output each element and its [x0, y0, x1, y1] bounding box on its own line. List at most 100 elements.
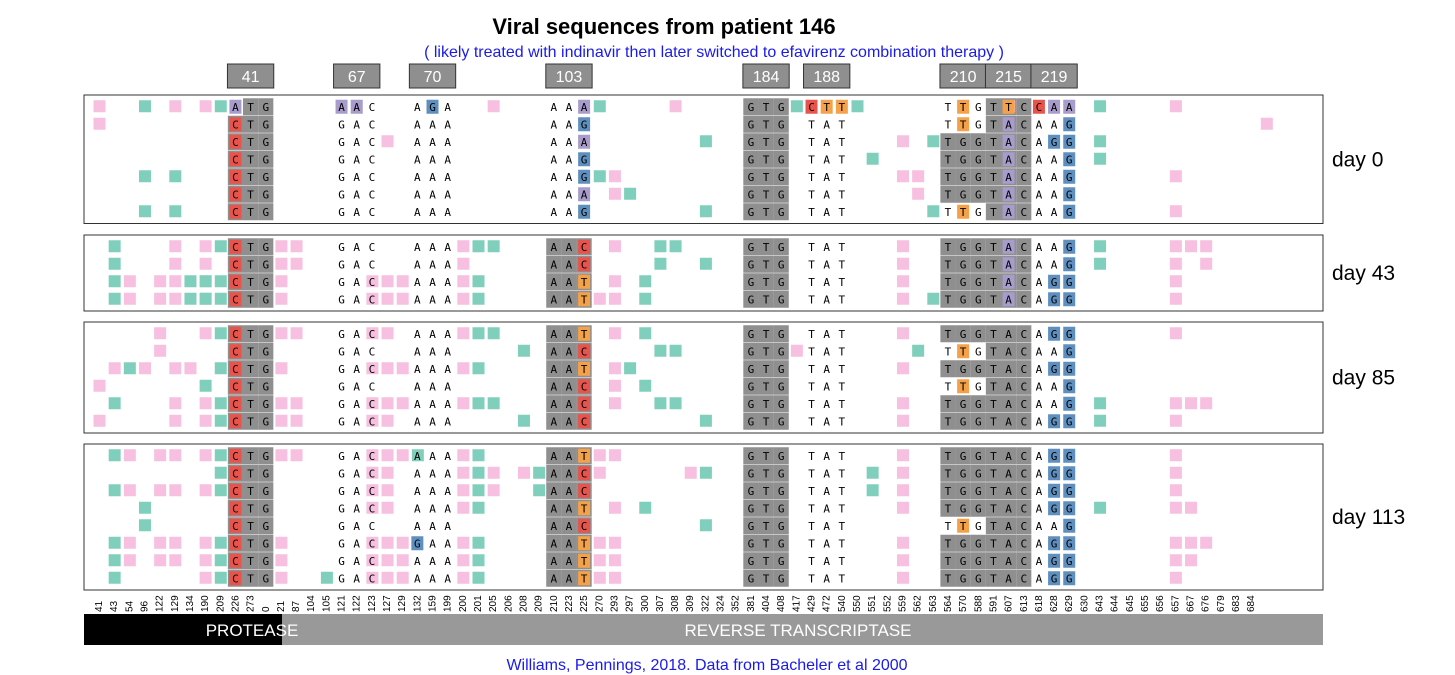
position-label: 676 — [1201, 595, 1212, 612]
pink-marker — [1169, 414, 1182, 427]
nucleotide: A — [414, 153, 421, 166]
codon-band — [546, 255, 562, 273]
pink-marker — [896, 170, 909, 183]
codon-band — [546, 482, 562, 500]
mutation-box — [1063, 466, 1076, 481]
nucleotide: T — [247, 450, 254, 463]
nucleotide: T — [960, 520, 967, 533]
nucleotide: A — [429, 380, 436, 393]
pink-marker — [275, 449, 288, 462]
pink-marker — [593, 449, 606, 462]
pink-marker — [896, 501, 909, 514]
codon-band — [1016, 517, 1032, 535]
nucleotide: A — [429, 118, 436, 131]
nucleotide: G — [778, 363, 785, 376]
pink-marker — [275, 327, 288, 340]
pink-marker — [457, 449, 470, 462]
nucleotide: G — [1051, 555, 1058, 568]
nucleotide: T — [247, 188, 254, 201]
pink-marker — [608, 501, 621, 514]
teal-marker — [108, 292, 121, 305]
nucleotide: A — [566, 153, 573, 166]
codon-band — [258, 168, 274, 186]
mutation-box — [1002, 169, 1015, 184]
nucleotide: A — [1005, 153, 1012, 166]
nucleotide: T — [945, 345, 952, 358]
nucleotide: T — [247, 171, 254, 184]
nucleotide: G — [262, 206, 269, 219]
nucleotide: T — [945, 467, 952, 480]
codon-band — [985, 203, 1002, 221]
codon-band — [243, 412, 259, 430]
codon-band — [546, 499, 562, 517]
day-label: day 85 — [1332, 367, 1395, 390]
mutation-box — [229, 257, 242, 272]
codon-band — [758, 273, 774, 291]
mutation-box — [1063, 536, 1076, 551]
codon-band — [243, 517, 259, 535]
codon-band — [758, 185, 774, 203]
nucleotide: G — [778, 188, 785, 201]
teal-marker — [184, 275, 197, 288]
pink-marker — [593, 536, 606, 549]
codon-band — [773, 552, 789, 570]
pink-marker — [457, 257, 470, 270]
nucleotide: A — [823, 485, 830, 498]
teal-marker — [639, 327, 652, 340]
pink-marker — [275, 240, 288, 253]
nucleotide: A — [429, 467, 436, 480]
position-label: 656 — [1155, 595, 1166, 612]
teal-marker — [214, 466, 227, 479]
pink-marker — [608, 275, 621, 288]
nucleotide: A — [444, 136, 451, 149]
nucleotide: G — [262, 241, 269, 254]
mutation-box — [578, 239, 591, 254]
nucleotide: A — [566, 398, 573, 411]
mutation-box — [1063, 169, 1076, 184]
nucleotide: A — [429, 502, 436, 515]
mutation-box — [578, 414, 591, 429]
nucleotide: G — [338, 398, 345, 411]
mutation-box — [578, 518, 591, 533]
position-label: 381 — [746, 595, 757, 612]
nucleotide: A — [566, 485, 573, 498]
mutation-box — [957, 99, 970, 114]
mutation-box — [229, 448, 242, 463]
nucleotide: A — [1005, 467, 1012, 480]
nucleotide: A — [414, 276, 421, 289]
mutation-box — [229, 292, 242, 307]
nucleotide: C — [581, 485, 588, 498]
nucleotide: T — [763, 118, 770, 131]
nucleotide: C — [1020, 485, 1027, 498]
codon-band — [258, 552, 274, 570]
nucleotide: C — [1020, 345, 1027, 358]
nucleotide: C — [581, 241, 588, 254]
codon-band — [955, 238, 971, 256]
pink-marker — [608, 240, 621, 253]
pink-marker — [381, 571, 394, 584]
codon-label-box — [803, 63, 851, 89]
teal-marker — [214, 292, 227, 305]
nucleotide: G — [262, 276, 269, 289]
nucleotide: A — [444, 241, 451, 254]
codon-band — [743, 482, 759, 500]
codon-band — [955, 552, 971, 570]
nucleotide: G — [581, 153, 588, 166]
position-label: 190 — [200, 595, 211, 612]
nucleotide: G — [960, 171, 967, 184]
pink-marker — [896, 292, 909, 305]
nucleotide: C — [369, 188, 376, 201]
mutation-box — [578, 553, 591, 568]
nucleotide: C — [232, 276, 239, 289]
nucleotide: A — [414, 171, 421, 184]
mutation-box — [1063, 553, 1076, 568]
nucleotide: T — [763, 415, 770, 428]
nucleotide: A — [429, 206, 436, 219]
pink-marker — [896, 449, 909, 462]
nucleotide: A — [444, 485, 451, 498]
nucleotide: A — [338, 101, 345, 114]
pink-marker — [93, 100, 106, 113]
nucleotide: G — [1051, 363, 1058, 376]
codon-label: 215 — [984, 63, 1033, 89]
pink-marker — [381, 536, 394, 549]
